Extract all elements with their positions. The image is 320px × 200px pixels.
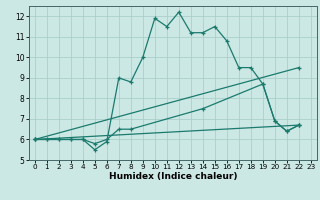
X-axis label: Humidex (Indice chaleur): Humidex (Indice chaleur)	[108, 172, 237, 181]
